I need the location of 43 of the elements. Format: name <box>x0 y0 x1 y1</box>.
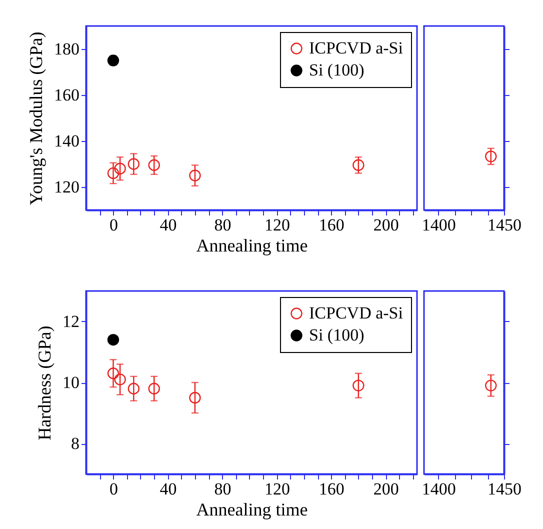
y-tick-label: 12 <box>62 312 80 331</box>
x-tick-label: 0 <box>109 480 118 498</box>
legend-label: ICPCVD a-Si <box>309 38 404 58</box>
x-tick-label: 40 <box>160 480 177 498</box>
point <box>189 392 201 404</box>
x-tick-label: 120 <box>264 480 290 498</box>
point <box>148 382 160 394</box>
y-tick-label: 120 <box>54 178 80 196</box>
point <box>352 159 364 171</box>
x-tick-label: 160 <box>318 216 344 234</box>
point <box>114 162 126 174</box>
x-tick-label: 1400 <box>422 480 456 498</box>
y-tick-label: 8 <box>71 434 80 453</box>
point <box>114 374 126 386</box>
y-axis-title: Young's Modulus (GPa) <box>26 32 46 206</box>
x-axis-title: Annealing time <box>196 500 308 520</box>
y-tick-label: 180 <box>54 40 80 58</box>
x-tick-label: 200 <box>373 216 399 234</box>
y-axis-title: Hardness (GPa) <box>34 326 54 440</box>
x-axis-title: Annealing time <box>196 236 308 256</box>
point <box>128 158 140 170</box>
x-tick-label: 1450 <box>488 480 522 498</box>
x-tick-label: 80 <box>214 216 232 234</box>
x-tick-label: 120 <box>264 216 290 234</box>
y-tick-label: 10 <box>62 373 80 392</box>
x-tick-label: 1400 <box>422 216 456 234</box>
point <box>107 368 120 380</box>
point <box>352 380 364 392</box>
legend-label: ICPCVD a-Si <box>309 304 404 322</box>
point <box>128 382 140 394</box>
y-tick-label: 140 <box>54 132 80 150</box>
legend-label: Si (100) <box>309 326 364 344</box>
point <box>107 167 120 180</box>
point <box>189 170 201 182</box>
point <box>148 159 160 171</box>
legend-label: Si (100) <box>309 60 364 80</box>
x-tick-label: 0 <box>109 216 118 234</box>
x-tick-label: 80 <box>214 480 232 498</box>
y-tick-label: 160 <box>54 86 80 104</box>
x-tick-label: 1450 <box>488 216 522 234</box>
x-tick-label: 200 <box>373 480 399 498</box>
x-tick-label: 40 <box>160 216 177 234</box>
x-tick-label: 160 <box>318 480 344 498</box>
